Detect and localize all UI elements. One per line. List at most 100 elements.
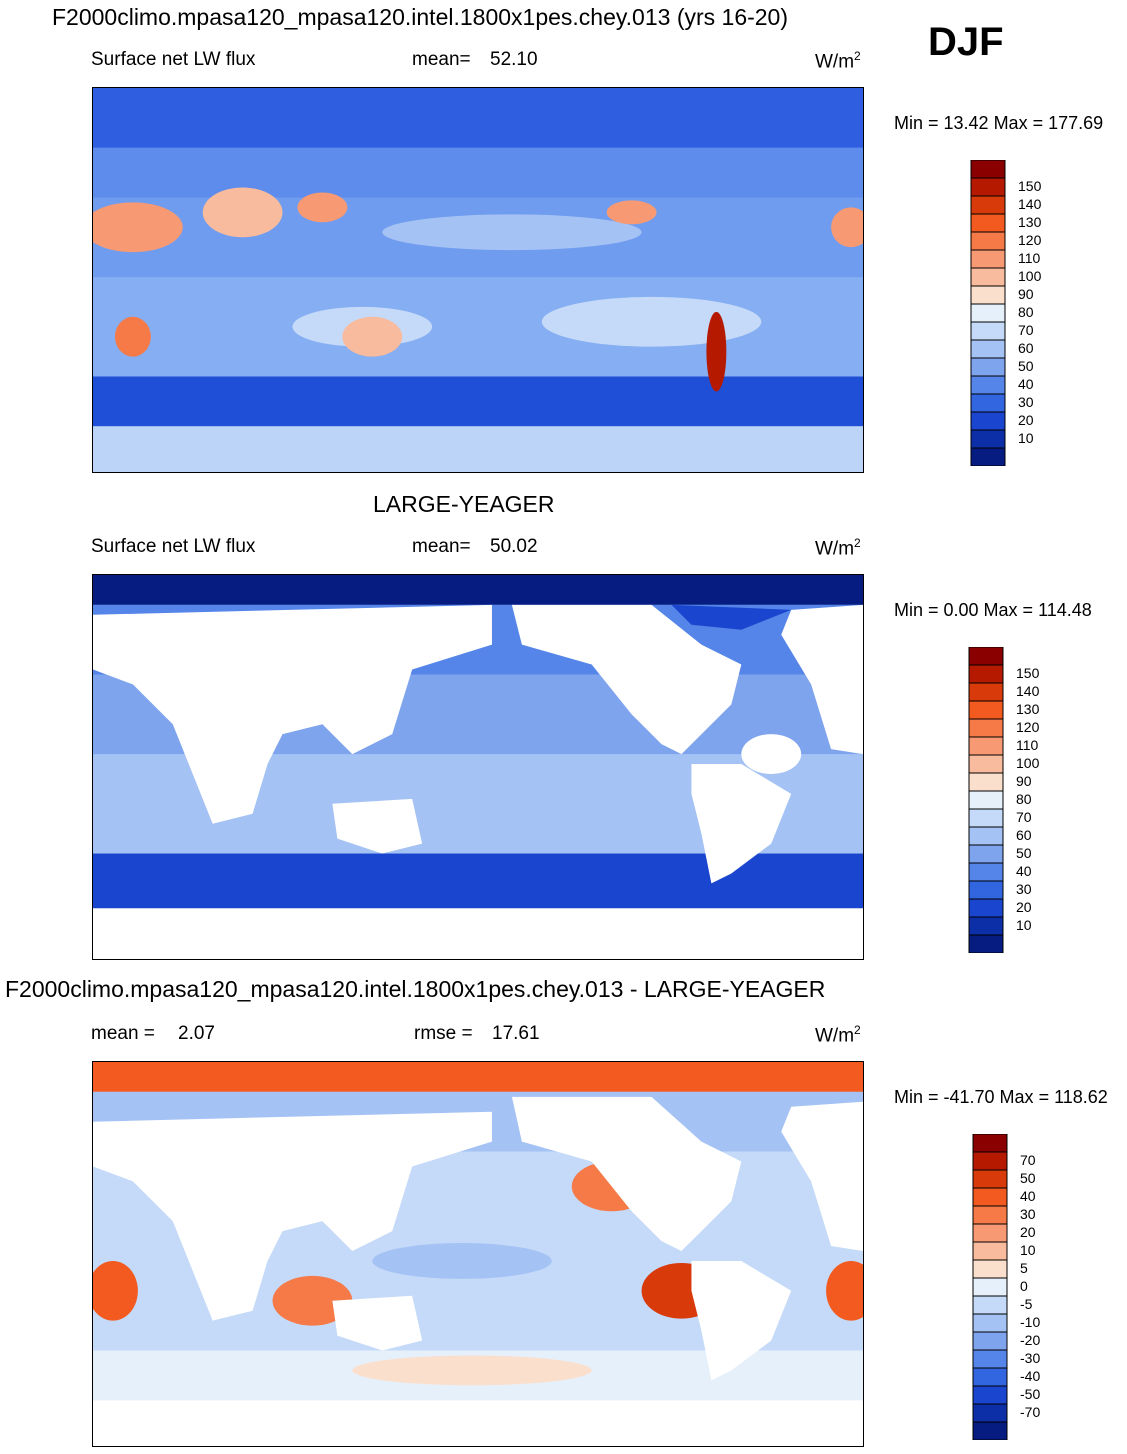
panel3-heading: F2000climo.mpasa120_mpasa120.intel.1800x… <box>5 976 826 1002</box>
colorbar-tick-label: 50 <box>1020 1170 1036 1186</box>
colorbar-tick-label: 130 <box>1018 214 1042 230</box>
colorbar-box <box>970 321 1006 341</box>
colorbar-box <box>970 447 1006 466</box>
panel2-heading: LARGE-YEAGER <box>373 491 555 517</box>
colorbar-tick-label: 80 <box>1018 304 1034 320</box>
colorbar-tick-label: -40 <box>1020 1368 1041 1384</box>
colorbar-box <box>970 285 1006 305</box>
colorbar-box <box>970 213 1006 233</box>
colorbar-tick-label: -10 <box>1020 1314 1041 1330</box>
panel3-units: W/m2 <box>815 1023 861 1047</box>
panel3-map <box>92 1061 864 1447</box>
panel1-mean-value: 52.10 <box>490 49 538 70</box>
colorbar-box <box>970 267 1006 287</box>
panel2-mean-value: 50.02 <box>490 536 538 557</box>
colorbar-box <box>970 357 1006 377</box>
panel2-units: W/m2 <box>815 536 861 560</box>
colorbar-tick-label: 10 <box>1016 917 1032 933</box>
colorbar-box <box>968 772 1004 792</box>
colorbar-box <box>970 429 1006 449</box>
colorbar-tick-label: 60 <box>1016 827 1032 843</box>
colorbar-box <box>968 916 1004 936</box>
colorbar-tick-label: 50 <box>1018 358 1034 374</box>
panel3-mean-value: 2.07 <box>178 1023 215 1044</box>
colorbar-tick-label: 30 <box>1016 881 1032 897</box>
colorbar-box <box>968 898 1004 918</box>
colorbar-box <box>970 303 1006 323</box>
colorbar-box <box>972 1367 1008 1387</box>
colorbar-tick-label: 120 <box>1018 232 1042 248</box>
colorbar-tick-label: 110 <box>1016 737 1039 753</box>
panel1-map <box>92 87 864 473</box>
panel1-mean-label: mean= <box>412 49 471 70</box>
colorbar-tick-label: -50 <box>1020 1386 1041 1402</box>
colorbar-tick-label: 70 <box>1016 809 1032 825</box>
colorbar-box <box>972 1151 1008 1171</box>
colorbar-box <box>968 844 1004 864</box>
colorbar-tick-label: -70 <box>1020 1404 1041 1420</box>
colorbar-box <box>968 754 1004 774</box>
colorbar-tick-label: 30 <box>1020 1206 1036 1222</box>
colorbar-box <box>972 1259 1008 1279</box>
colorbar-tick-label: 40 <box>1020 1188 1036 1204</box>
colorbar-box <box>968 808 1004 828</box>
colorbar-tick-label: 130 <box>1016 701 1040 717</box>
colorbar-box <box>972 1169 1008 1189</box>
colorbar-box <box>968 934 1004 953</box>
colorbar-box <box>972 1134 1008 1153</box>
colorbar-box <box>972 1205 1008 1225</box>
panel3-minmax: Min = -41.70 Max = 118.62 <box>894 1087 1108 1107</box>
colorbar-box <box>970 393 1006 413</box>
colorbar-box <box>968 880 1004 900</box>
colorbar-tick-label: 40 <box>1018 376 1034 392</box>
panel3-rmse-value: 17.61 <box>492 1023 540 1044</box>
colorbar-tick-label: 20 <box>1016 899 1032 915</box>
colorbar-box <box>970 411 1006 431</box>
colorbar-tick-label: 30 <box>1018 394 1034 410</box>
panel1-variable: Surface net LW flux <box>91 49 256 70</box>
page-title: F2000climo.mpasa120_mpasa120.intel.1800x… <box>52 4 789 30</box>
season-label: DJF <box>928 20 1004 64</box>
colorbar-box <box>972 1349 1008 1369</box>
colorbar-tick-label: 150 <box>1016 665 1040 681</box>
colorbar-tick-label: 90 <box>1018 286 1034 302</box>
colorbar-box <box>968 736 1004 756</box>
colorbar-box <box>972 1241 1008 1261</box>
colorbar-tick-label: 50 <box>1016 845 1032 861</box>
colorbar-box <box>968 790 1004 810</box>
colorbar-tick-label: 140 <box>1016 683 1040 699</box>
colorbar-box <box>968 826 1004 846</box>
colorbar-tick-label: 150 <box>1018 178 1042 194</box>
colorbar-box <box>972 1385 1008 1405</box>
colorbar-box <box>972 1403 1008 1423</box>
colorbar-box <box>968 664 1004 684</box>
colorbar-box <box>968 700 1004 720</box>
colorbar-box <box>970 249 1006 269</box>
colorbar-tick-label: 10 <box>1018 430 1034 446</box>
panel2-mean-label: mean= <box>412 536 471 557</box>
colorbar-box <box>972 1331 1008 1351</box>
colorbar-tick-label: 10 <box>1020 1242 1036 1258</box>
colorbar-box <box>968 718 1004 738</box>
colorbar-tick-label: 70 <box>1018 322 1034 338</box>
colorbar-tick-label: -5 <box>1020 1296 1033 1312</box>
colorbar-tick-label: 70 <box>1020 1152 1036 1168</box>
colorbar-box <box>970 195 1006 215</box>
colorbar-tick-label: 100 <box>1016 755 1040 771</box>
colorbar-box <box>970 375 1006 395</box>
panel3-mean-label: mean = <box>91 1023 155 1044</box>
panel1-minmax: Min = 13.42 Max = 177.69 <box>894 113 1104 133</box>
colorbar-box <box>972 1313 1008 1333</box>
colorbar-box <box>968 647 1004 666</box>
colorbar-tick-label: 100 <box>1018 268 1042 284</box>
panel2-minmax: Min = 0.00 Max = 114.48 <box>894 600 1092 620</box>
colorbar-tick-label: 90 <box>1016 773 1032 789</box>
colorbar-tick-label: 140 <box>1018 196 1042 212</box>
colorbar-box <box>968 862 1004 882</box>
panel2-map <box>92 574 864 960</box>
colorbar-box <box>970 339 1006 359</box>
colorbar-tick-label: 0 <box>1020 1278 1028 1294</box>
panel1-units: W/m2 <box>815 49 861 73</box>
colorbar-tick-label: 20 <box>1018 412 1034 428</box>
colorbar-tick-label: 60 <box>1018 340 1034 356</box>
